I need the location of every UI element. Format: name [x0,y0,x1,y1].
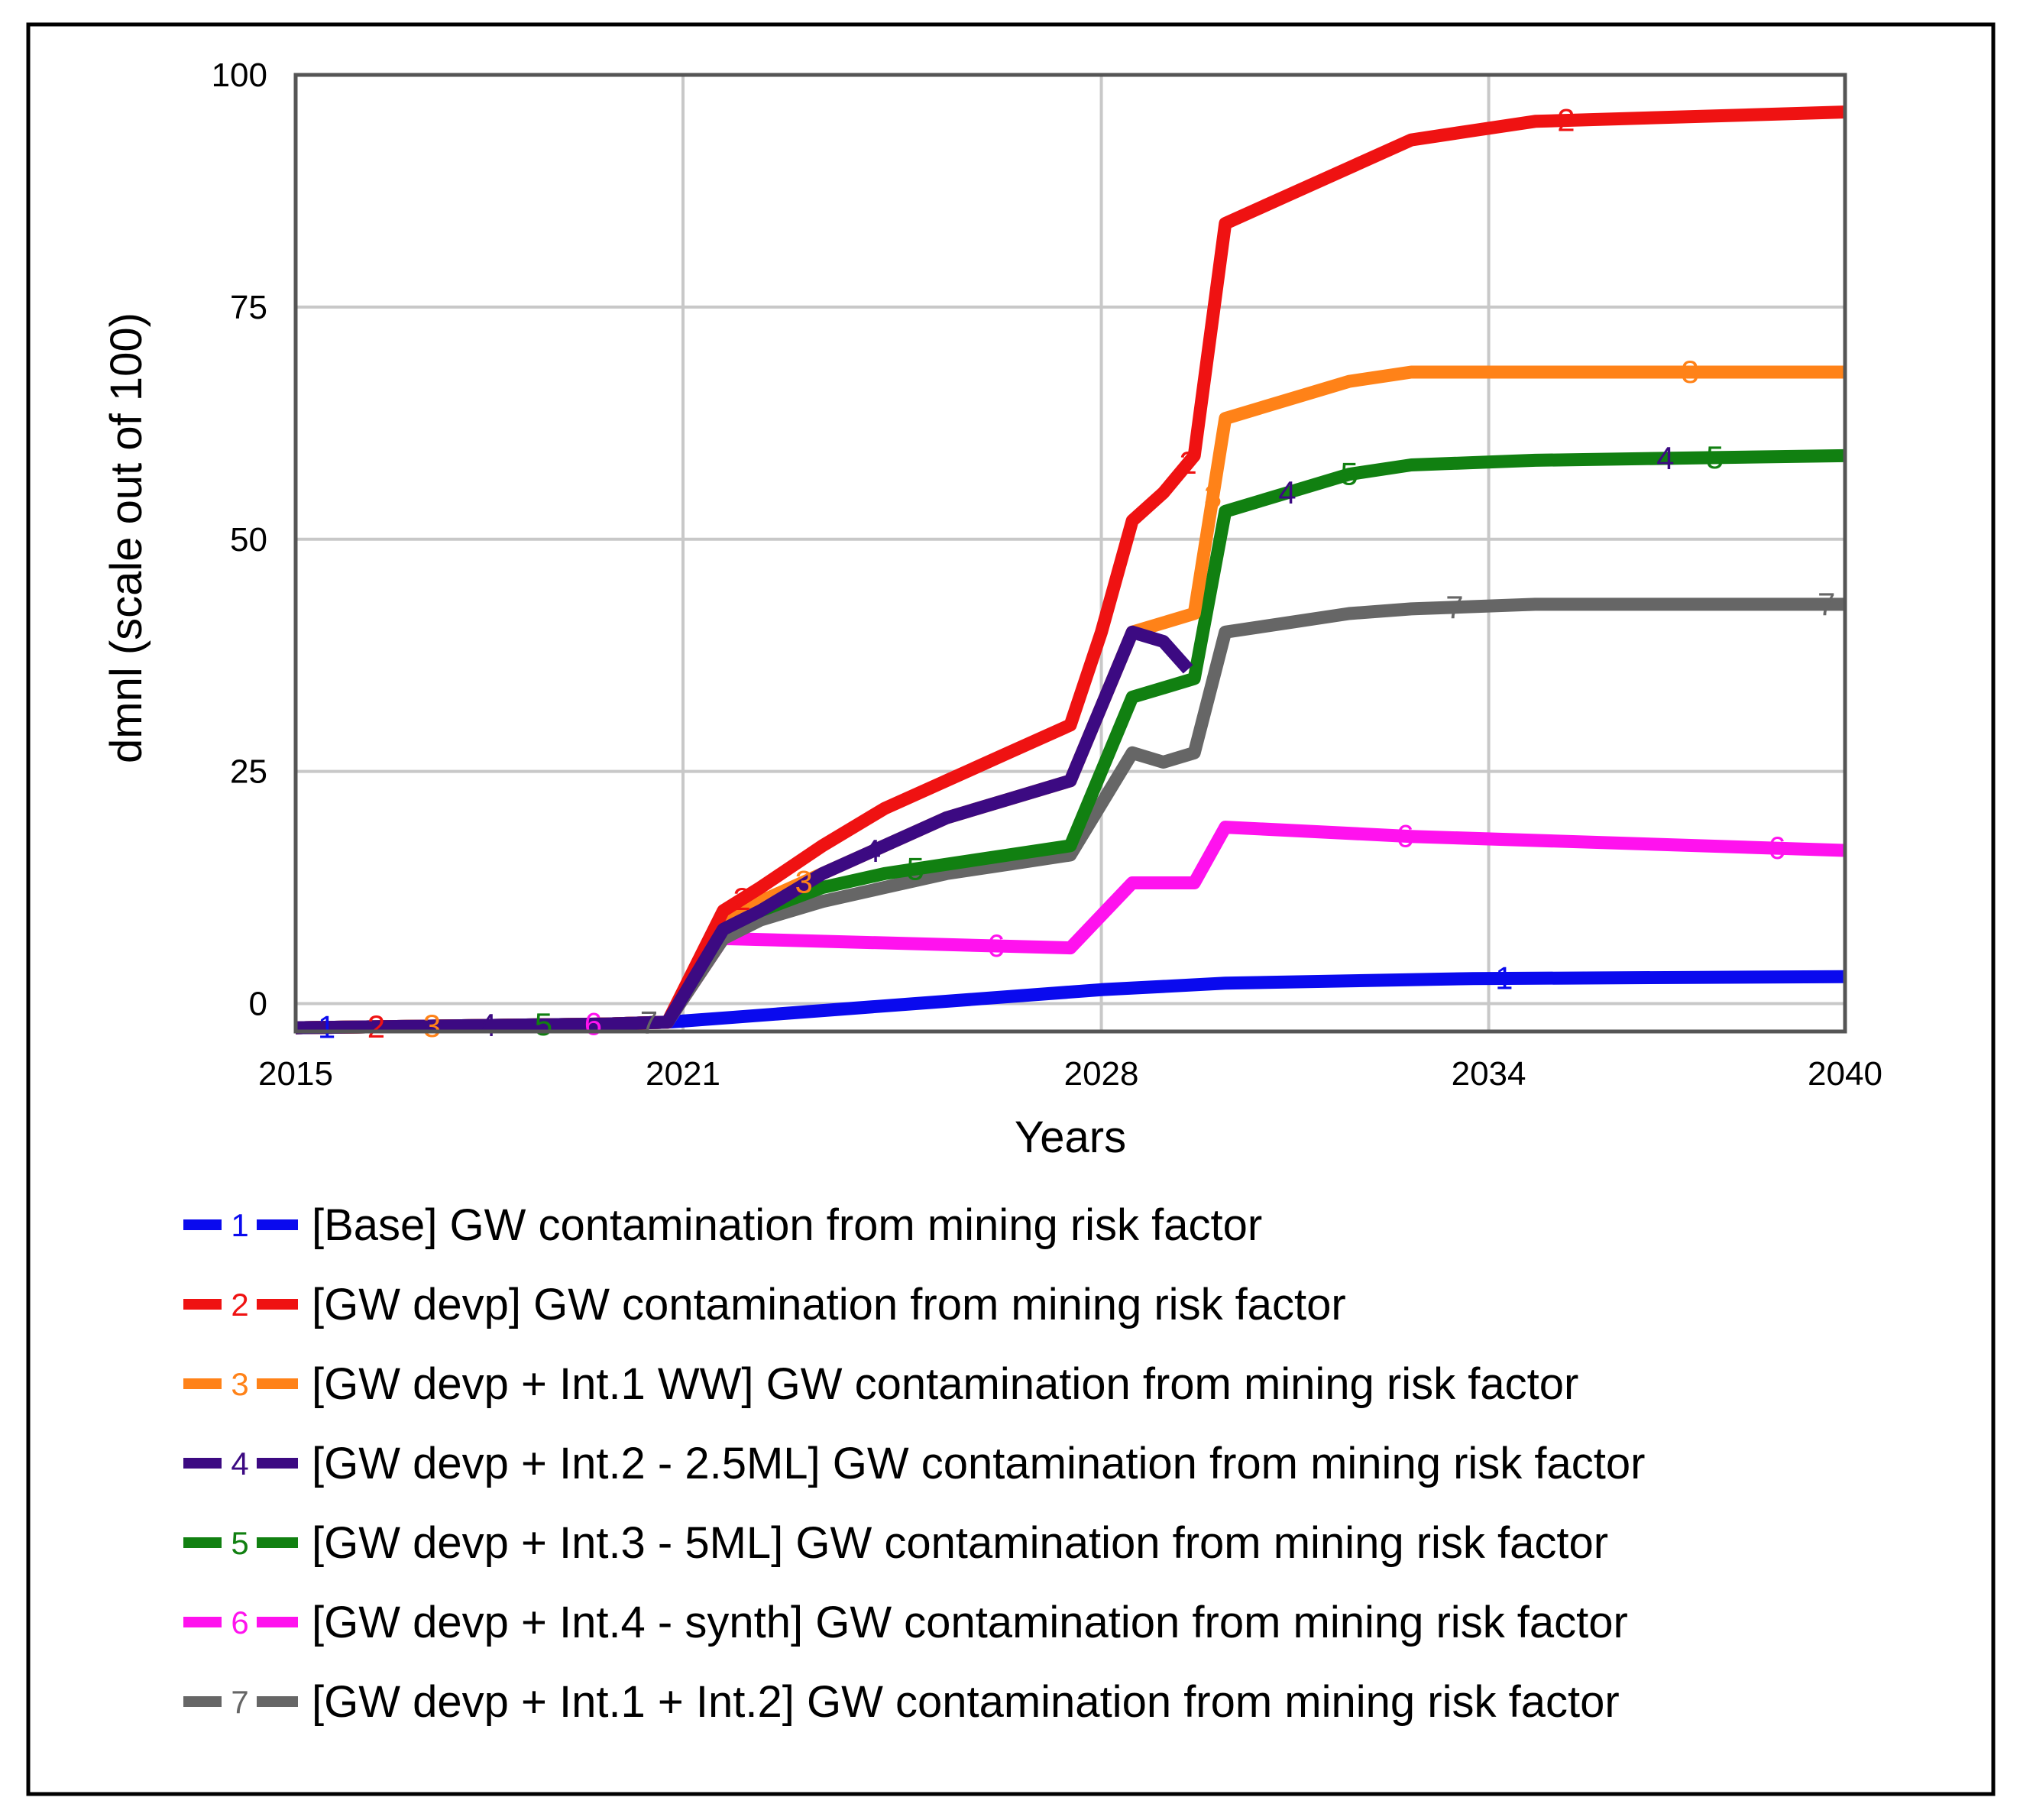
legend: 1 [Base] GW contamination from mining ris… [183,1200,1645,1727]
legend-label: [GW devp + Int.2 - 2.5ML] GW contaminati… [312,1439,1645,1488]
x-tick-label: 2021 [646,1055,720,1093]
legend-label: [GW devp + Int.3 - 5ML] GW contamination… [312,1518,1608,1568]
series-marker-6: 6 [584,1006,602,1041]
series-line-3 [295,365,1845,1035]
legend-item: 5 [GW devp + Int.3 - 5ML] GW contaminatio… [183,1518,1608,1568]
legend-label: [Base] GW contamination from mining risk… [312,1200,1262,1250]
series-marker-3: 3 [1682,354,1699,390]
series-marker-6: 6 [1396,818,1413,853]
x-tick-label: 2028 [1064,1055,1139,1093]
series-marker-4: 4 [1656,440,1674,476]
chart-frame [26,22,1996,1796]
grid [294,73,1847,1031]
series-line-4 [295,625,1193,1035]
legend-item: 6 [GW devp + Int.4 - synth] GW contaminat… [183,1598,1628,1647]
legend-number: 7 [231,1684,248,1720]
series-marker-5: 5 [1340,456,1358,492]
series-marker-6: 6 [987,928,1005,963]
series-marker-7: 7 [640,1005,658,1041]
series-marker-2: 2 [1557,102,1575,138]
plot-area [293,73,1847,1034]
series-marker-4: 4 [1278,474,1296,510]
series-marker-3: 3 [423,1008,441,1044]
x-tick-label: 2015 [258,1055,333,1093]
series-marker-3: 3 [1204,478,1222,514]
series-marker-1: 1 [318,1009,335,1045]
y-tick-label: 25 [230,753,267,791]
x-axis-ticks: 2015 2021 2028 2034 2040 [258,1055,1882,1093]
y-axis-ticks: 100 75 50 25 0 [212,57,267,1023]
y-tick-label: 0 [249,986,267,1023]
legend-number: 3 [231,1366,248,1402]
legend-item: 2 [GW devp] GW contamination from mining … [183,1280,1346,1329]
series-lines [295,105,1846,1035]
series-marker-3: 3 [795,863,813,899]
series-marker-6: 6 [1768,830,1785,866]
legend-label: [GW devp + Int.4 - synth] GW contaminati… [312,1598,1628,1647]
series-marker-2: 2 [1179,445,1196,481]
legend-item: 1 [Base] GW contamination from mining ris… [183,1200,1262,1250]
series-marker-4: 4 [863,833,881,869]
y-tick-label: 75 [230,289,267,326]
y-tick-label: 100 [212,57,267,94]
legend-number: 1 [231,1207,248,1243]
legend-item: 3 [GW devp + Int.1 WW] GW contamination f… [183,1359,1578,1409]
y-tick-label: 50 [230,521,267,559]
x-axis-title: Years [1015,1112,1126,1162]
legend-number: 6 [231,1605,248,1640]
legend-label: [GW devp] GW contamination from mining r… [312,1280,1346,1329]
series-marker-2: 2 [367,1009,385,1044]
series-marker-5: 5 [535,1006,552,1042]
series-marker-2: 2 [733,881,750,917]
legend-number: 4 [231,1446,248,1482]
legend-label: [GW devp + Int.1 + Int.2] GW contaminati… [312,1677,1620,1727]
series-line-2 [295,105,1846,1035]
series-marker-7: 7 [1445,589,1463,625]
legend-label: [GW devp + Int.1 WW] GW contamination fr… [312,1359,1578,1409]
legend-number: 5 [231,1525,248,1561]
legend-item: 4 [GW devp + Int.2 - 2.5ML] GW contaminat… [183,1439,1645,1488]
series-marker-7: 7 [1818,586,1835,622]
series-marker-5: 5 [907,850,924,886]
series-marker-4: 4 [479,1007,497,1043]
series-marker-1: 1 [1495,960,1513,996]
y-axis-title: dmnl (scale out of 100) [102,313,151,763]
series-line-7 [295,597,1845,1035]
x-tick-label: 2040 [1808,1055,1882,1093]
legend-item: 7 [GW devp + Int.1 + Int.2] GW contaminat… [183,1677,1620,1727]
x-tick-label: 2034 [1452,1055,1526,1093]
legend-number: 2 [231,1287,248,1323]
series-marker-5: 5 [1706,439,1724,475]
